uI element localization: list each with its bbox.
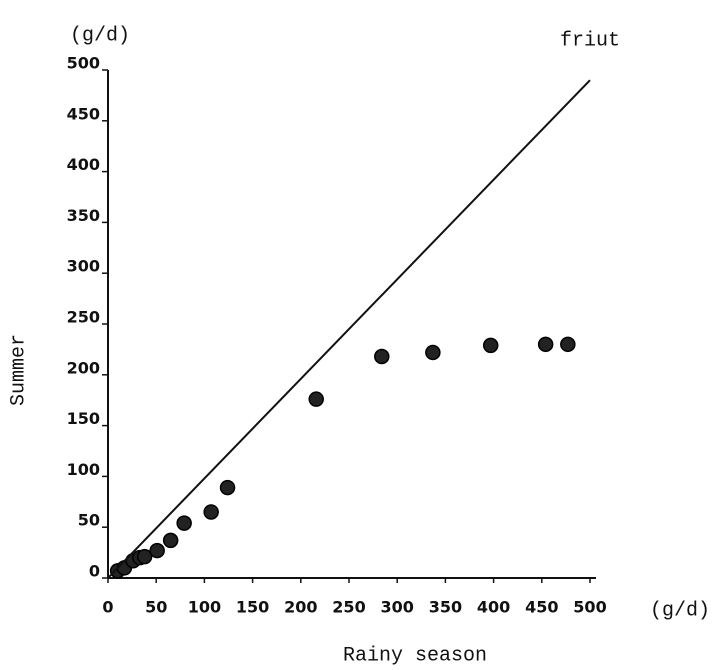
x-tick-label: 200 (284, 598, 317, 617)
y-tick-label: 500 (67, 54, 100, 73)
fit-line (107, 79, 591, 579)
data-point (425, 344, 441, 361)
x-tick-label: 150 (236, 598, 269, 617)
x-tick-label: 50 (145, 598, 167, 617)
x-tick-label: 500 (573, 598, 606, 617)
x-tick-label: 400 (477, 598, 510, 617)
data-point (162, 532, 179, 549)
x-tick-label: 300 (380, 598, 413, 617)
data-point (136, 548, 153, 565)
data-point (308, 391, 324, 407)
data-point (374, 348, 390, 365)
x-tick-label: 100 (188, 598, 221, 617)
x-tick-label: 450 (525, 598, 558, 617)
x-axis-title: Rainy season (343, 644, 487, 667)
y-tick-label: 150 (67, 409, 100, 428)
x-tick-label: 250 (332, 598, 365, 617)
y-tick-label: 50 (78, 511, 100, 530)
data-point (560, 336, 576, 353)
data-point (149, 542, 165, 559)
y-tick-label: 400 (67, 155, 100, 174)
y-tick-label: 300 (67, 257, 100, 276)
y-tick-label: 450 (67, 104, 100, 123)
y-tick-label: 350 (67, 206, 100, 225)
y-tick-label: 0 (89, 562, 100, 581)
y-tick-label: 250 (67, 308, 100, 327)
data-point (176, 515, 192, 531)
x-tick-label: 350 (429, 598, 462, 617)
data-point (482, 337, 499, 354)
data-point (203, 504, 219, 520)
x-tick-label: 0 (102, 598, 113, 617)
y-tick-label: 200 (67, 358, 100, 377)
y-unit: (g/d) (70, 24, 130, 47)
x-unit: (g/d) (650, 599, 710, 622)
y-tick-label: 100 (67, 460, 100, 479)
annotation: friut (560, 29, 620, 52)
data-point (219, 479, 236, 496)
data-point (537, 336, 554, 353)
y-axis-title: Summer (7, 334, 30, 406)
